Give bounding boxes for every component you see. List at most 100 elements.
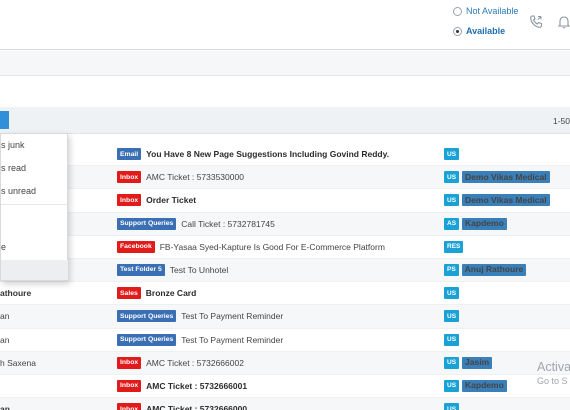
- watermark-line-2: Go to S: [537, 376, 568, 386]
- ticket-row[interactable]: Inbox Order Ticket US Demo Vikas Medical: [0, 189, 570, 213]
- ticket-subject-cell[interactable]: Inbox Order Ticket: [117, 194, 197, 207]
- assignee-initials-badge: US: [444, 171, 460, 184]
- list-toolbar: 1-50: [0, 107, 570, 134]
- ticket-folder-tag: Support Queries: [117, 333, 177, 346]
- ticket-subject[interactable]: Test To Unhotel: [169, 264, 229, 275]
- actions-menu: s junk s read s unread e: [0, 133, 68, 281]
- ticket-folder-tag: Inbox: [117, 194, 142, 207]
- ticket-subject-cell[interactable]: Support Queries Test To Payment Reminder: [117, 333, 284, 346]
- ticket-subject[interactable]: AMC Ticket : 5732666001: [146, 380, 248, 391]
- ticket-subject-cell[interactable]: Facebook FB-Yasaa Syed-Kapture Is Good Fo…: [117, 240, 385, 253]
- ticket-subject-cell[interactable]: Email You Have 8 New Page Suggestions Inc…: [117, 148, 389, 160]
- sub-header-bar: [0, 51, 570, 76]
- bell-icon[interactable]: [556, 14, 570, 30]
- assignee-initials-badge: PS: [444, 263, 459, 276]
- menu-item-6[interactable]: [1, 260, 68, 280]
- ticket-row[interactable]: an Inbox AMC Ticket : 5732666000 US: [0, 398, 570, 410]
- assignee-name-badge: Anuj Rathoure: [461, 263, 527, 276]
- ticket-assignee-cell: US Kapdemo: [444, 379, 507, 392]
- ticket-subject[interactable]: FB-Yasaa Syed-Kapture Is Good For E-Comm…: [159, 241, 385, 252]
- ticket-subject[interactable]: AMC Ticket : 5733530000: [146, 172, 244, 183]
- actions-dropdown-button[interactable]: [0, 111, 9, 129]
- assignee-name-badge: Kapdemo: [462, 217, 507, 230]
- ticket-subject[interactable]: Test To Payment Reminder: [181, 334, 284, 345]
- ticket-subject-cell[interactable]: Support Queries Test To Payment Reminder: [117, 310, 284, 323]
- assignee-initials-badge: US: [444, 194, 460, 207]
- status-not-available-option[interactable]: Not Available: [453, 6, 518, 16]
- ticket-assignee-cell: PS Anuj Rathoure: [444, 263, 527, 276]
- ticket-folder-tag: Facebook: [117, 240, 155, 253]
- ticket-subject-cell[interactable]: Sales Bronze Card: [117, 287, 197, 300]
- ticket-assignee-cell: US Jasim: [444, 356, 493, 369]
- ticket-folder-tag: Inbox: [117, 379, 142, 392]
- ticket-folder-tag: Support Queries: [117, 217, 177, 230]
- ticket-folder-tag: Email: [117, 148, 142, 160]
- ticket-row[interactable]: an Support Queries Test To Payment Reminde…: [0, 305, 570, 329]
- top-header: Not Available Available: [0, 0, 570, 50]
- radio-available[interactable]: [453, 26, 462, 36]
- menu-item-mark-unread[interactable]: s unread: [1, 186, 37, 196]
- menu-item-mark-junk[interactable]: s junk: [1, 140, 25, 150]
- ticket-subject[interactable]: Order Ticket: [146, 195, 197, 206]
- assignee-initials-badge: US: [444, 356, 460, 369]
- ticket-subject-cell[interactable]: Inbox AMC Ticket : 5732666001: [117, 379, 248, 392]
- ticket-subject[interactable]: Bronze Card: [145, 288, 197, 299]
- ticket-assignee-cell: US: [444, 310, 460, 323]
- ticket-subject-cell[interactable]: Inbox AMC Ticket : 5733530000: [117, 171, 244, 184]
- ticket-assignee-cell: US: [444, 287, 460, 300]
- assignee-initials-badge: US: [444, 333, 460, 346]
- assignee-initials-badge: AS: [444, 217, 460, 230]
- ticket-folder-tag: Support Queries: [117, 310, 177, 323]
- menu-item-mark-read[interactable]: s read: [1, 163, 27, 173]
- ticket-folder-tag: Test Folder 5: [117, 263, 165, 276]
- menu-item-5[interactable]: e: [1, 242, 7, 252]
- ticket-row[interactable]: h Saxena Inbox AMC Ticket : 5732666002 US Ja…: [0, 351, 570, 375]
- assignee-initials-badge: US: [444, 148, 460, 160]
- ticket-row[interactable]: Facebook FB-Yasaa Syed-Kapture Is Good Fo…: [0, 235, 570, 259]
- ticket-assignee-cell: US: [444, 333, 460, 346]
- assignee-initials-badge: RES: [444, 240, 464, 253]
- assignee-name-badge: Demo Vikas Medical: [462, 194, 550, 207]
- ticket-subject[interactable]: Call Ticket : 5732781745: [181, 218, 275, 229]
- ticket-folder-tag: Sales: [117, 287, 141, 300]
- ticket-subject-cell[interactable]: Support Queries Call Ticket : 5732781745: [117, 217, 275, 230]
- ticket-subject-cell[interactable]: Inbox AMC Ticket : 5732666000: [117, 403, 247, 410]
- ticket-subject[interactable]: Test To Payment Reminder: [181, 311, 284, 322]
- ticket-subject-cell[interactable]: Test Folder 5 Test To Unhotel: [117, 263, 229, 276]
- assignee-name-badge: Kapdemo: [462, 379, 507, 392]
- ticket-row[interactable]: Inbox AMC Ticket : 5732666001 US Kapdemo: [0, 374, 570, 399]
- watermark-line-1: Activa: [537, 360, 570, 374]
- menu-item-4[interactable]: [1, 214, 68, 234]
- ticket-subject[interactable]: AMC Ticket : 5732666000: [146, 404, 248, 410]
- radio-not-available[interactable]: [453, 6, 462, 16]
- ticket-row[interactable]: athoure Sales Bronze Card US: [0, 282, 570, 306]
- ticket-contact-name: an: [0, 311, 10, 322]
- ticket-subject-cell[interactable]: Inbox AMC Ticket : 5732666002: [117, 356, 244, 369]
- assignee-initials-badge: US: [444, 287, 460, 300]
- assignee-initials-badge: US: [444, 403, 460, 410]
- ticket-row[interactable]: an Support Queries Test To Payment Reminde…: [0, 328, 570, 352]
- ticket-row[interactable]: Test Folder 5 Test To Unhotel PS Anuj Ratho…: [0, 258, 570, 283]
- assignee-name-badge: Demo Vikas Medical: [462, 171, 550, 184]
- ticket-row[interactable]: Support Queries Call Ticket : 5732781745 A…: [0, 212, 570, 236]
- ticket-row[interactable]: Inbox AMC Ticket : 5733530000 US Demo Vikas…: [0, 166, 570, 190]
- assignee-initials-badge: US: [444, 379, 460, 392]
- assignee-name-badge: Jasim: [462, 356, 493, 369]
- ticket-assignee-cell: US: [444, 403, 460, 410]
- activation-watermark: Activa Go to S: [537, 360, 570, 386]
- ticket-assignee-cell: AS Kapdemo: [444, 217, 507, 230]
- status-available-option[interactable]: Available: [453, 26, 505, 36]
- ticket-contact-name: h Saxena: [0, 357, 36, 368]
- ticket-subject[interactable]: You Have 8 New Page Suggestions Includin…: [146, 149, 390, 159]
- phone-icon[interactable]: [528, 14, 544, 30]
- ticket-assignee-cell: RES: [444, 240, 464, 253]
- status-not-available-label: Not Available: [466, 6, 519, 16]
- ticket-contact-name: an: [0, 334, 10, 345]
- ticket-subject[interactable]: AMC Ticket : 5732666002: [146, 357, 244, 368]
- assignee-initials-badge: US: [444, 310, 460, 323]
- ticket-assignee-cell: US Demo Vikas Medical: [444, 194, 550, 207]
- ticket-folder-tag: Inbox: [117, 171, 142, 184]
- content-spacer: [0, 76, 570, 107]
